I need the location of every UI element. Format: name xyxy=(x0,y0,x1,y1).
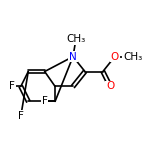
Text: O: O xyxy=(106,81,114,92)
Text: F: F xyxy=(18,111,24,121)
Text: F: F xyxy=(42,96,48,106)
Text: N: N xyxy=(69,52,77,62)
Text: CH₃: CH₃ xyxy=(123,52,142,62)
Text: CH₃: CH₃ xyxy=(66,34,86,44)
Text: O: O xyxy=(111,52,119,62)
Text: F: F xyxy=(9,81,15,92)
